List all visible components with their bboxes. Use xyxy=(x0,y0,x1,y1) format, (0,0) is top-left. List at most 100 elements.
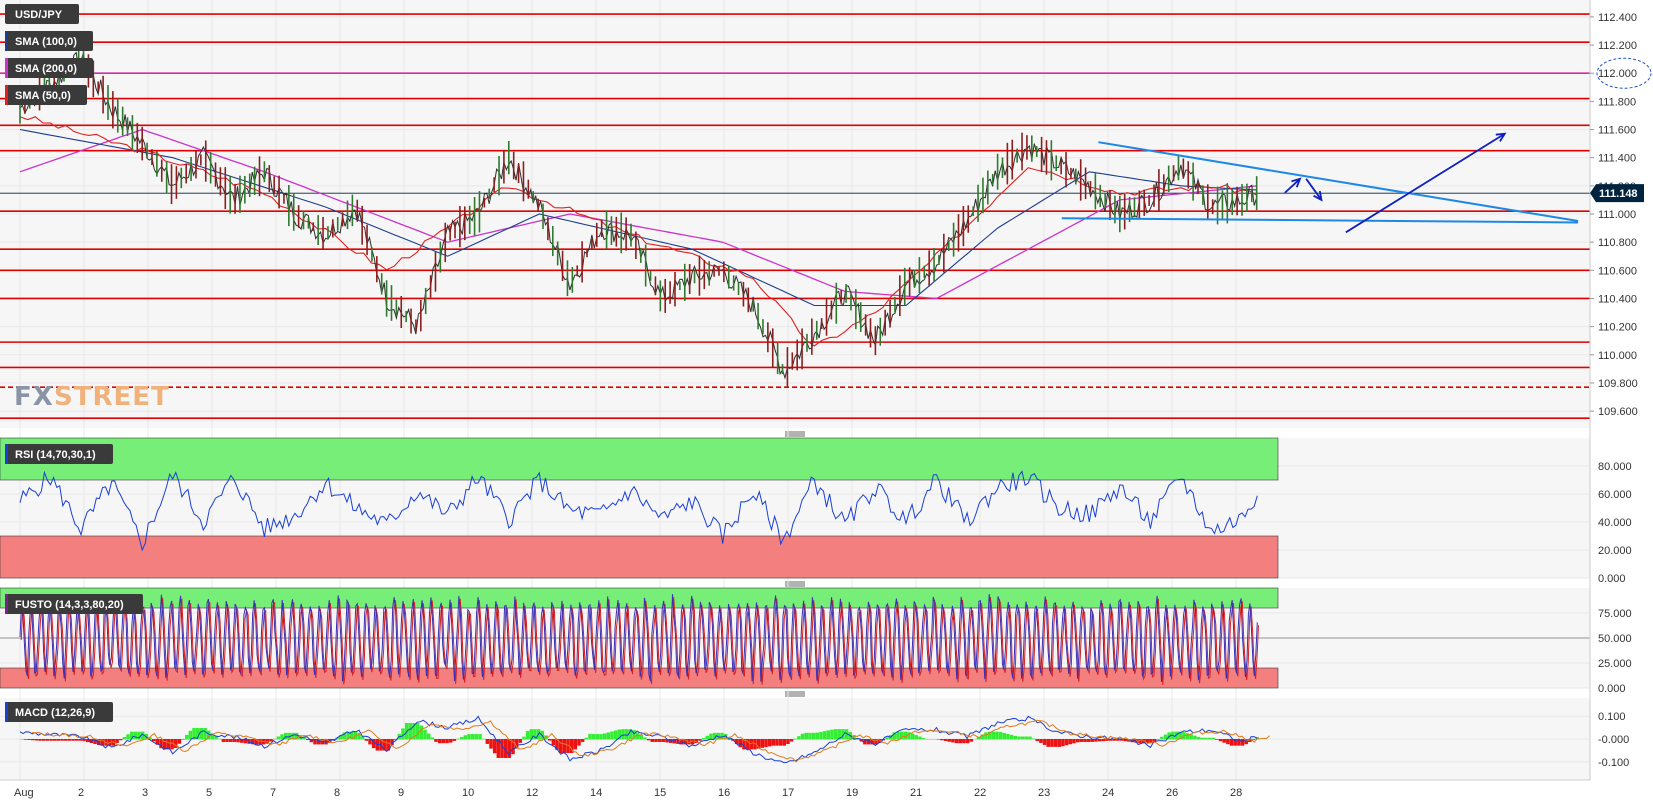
sma100-tag[interactable]: SMA (100,0) xyxy=(5,31,93,51)
rsi-tag[interactable]: RSI (14,70,30,1) xyxy=(5,444,113,464)
macd-histogram-bar xyxy=(811,732,816,740)
macd-histogram-bar xyxy=(841,729,845,740)
fusto-tag[interactable]: FUSTO (14,3,3,80,20) xyxy=(5,594,143,614)
price-tick-label: 112.200 xyxy=(1598,40,1637,52)
date-tick-label: 26 xyxy=(1166,787,1178,799)
price-series xyxy=(19,48,1258,388)
price-tick-label: 111.600 xyxy=(1598,125,1636,137)
macd-histogram-bar xyxy=(170,739,174,750)
macd-histogram-bar xyxy=(991,731,995,740)
macd-histogram-bar xyxy=(280,734,284,740)
macd-histogram-bar xyxy=(591,734,596,740)
macd-histogram-bar xyxy=(1218,739,1223,742)
macd-histogram-bar xyxy=(613,730,618,740)
watermark-fx: FX xyxy=(14,382,54,412)
macd-histogram-bar xyxy=(1112,739,1116,741)
macd-histogram-bar xyxy=(1248,739,1252,742)
macd-histogram-bar xyxy=(892,732,897,740)
macd-histogram-bar xyxy=(393,739,398,740)
price-tick-label: 109.600 xyxy=(1598,406,1638,418)
macd-histogram-bar xyxy=(426,733,431,740)
macd-histogram-bar xyxy=(782,739,787,746)
rsi-oversold-zone xyxy=(0,535,1279,579)
symbol-tag[interactable]: USD/JPY xyxy=(5,4,79,24)
macd-histogram-bar xyxy=(1233,739,1237,746)
macd-histogram-bar xyxy=(694,739,699,743)
macd-histogram-bar xyxy=(1240,739,1245,746)
trend-line xyxy=(1098,141,1579,223)
forecast-arrow-head xyxy=(1291,177,1302,188)
macd-histogram-bar xyxy=(115,739,119,743)
macd-histogram-bar xyxy=(305,739,310,740)
sma50-tag[interactable]: SMA (50,0) xyxy=(5,85,87,105)
macd-histogram-bar xyxy=(254,739,259,745)
macd-histogram-bar xyxy=(987,731,992,740)
macd-histogram-bar xyxy=(30,739,35,741)
macd-histogram-bar xyxy=(133,731,138,740)
macd-tag[interactable]: MACD (12,26,9) xyxy=(5,702,113,722)
macd-histogram-bar xyxy=(199,727,204,740)
macd-histogram-bar xyxy=(338,734,343,740)
macd-histogram-bar xyxy=(272,738,277,740)
macd-histogram-bar xyxy=(371,739,376,749)
macd-histogram-bar xyxy=(1193,735,1197,740)
macd-histogram-bar xyxy=(529,729,534,740)
macd-histogram-bar xyxy=(984,732,988,740)
macd-histogram-bar xyxy=(995,731,999,740)
macd-histogram-bar xyxy=(1185,733,1190,740)
macd-histogram-bar xyxy=(940,739,944,741)
macd-histogram-bar xyxy=(503,739,508,758)
date-tick-label: 17 xyxy=(782,787,794,799)
macd-histogram-bar xyxy=(478,734,482,740)
forecast-arrow xyxy=(1284,178,1301,194)
macd-histogram-bar xyxy=(45,739,50,741)
macd-histogram-bar xyxy=(595,734,600,740)
macd-histogram-bar xyxy=(368,739,372,745)
macd-histogram-bar xyxy=(1017,736,1021,740)
macd-histogram-bar xyxy=(492,739,497,754)
macd-signal-line xyxy=(32,719,1270,763)
date-tick-label: 2 xyxy=(78,787,84,799)
sma200-tag[interactable]: SMA (200,0) xyxy=(5,58,93,78)
macd-histogram-bar xyxy=(67,739,72,741)
macd-histogram-bar xyxy=(441,739,446,744)
price-tick-label: 110.000 xyxy=(1598,350,1637,362)
macd-histogram-bar xyxy=(236,739,240,743)
macd-histogram-bar xyxy=(569,739,574,754)
macd-histogram-bar xyxy=(624,729,629,740)
macd-histogram-bar xyxy=(1020,736,1025,740)
macd-histogram-bar xyxy=(20,739,24,740)
macd-histogram-bar xyxy=(734,739,739,745)
macd-histogram-bar xyxy=(833,729,838,740)
macd-histogram-bar xyxy=(958,739,962,744)
macd-histogram-bar xyxy=(980,734,984,740)
macd-histogram-bar xyxy=(767,739,772,747)
macd-histogram-bar xyxy=(52,739,57,741)
macd-histogram-bar xyxy=(518,739,523,743)
macd-histogram-bar xyxy=(412,723,416,740)
macd-histogram-bar xyxy=(192,727,196,740)
macd-histogram-bar xyxy=(863,739,867,745)
macd-histogram-bar xyxy=(1068,739,1072,745)
macd-histogram-bar xyxy=(914,735,919,740)
macd-histogram-bar xyxy=(965,739,970,744)
price-tick-label: 110.400 xyxy=(1598,293,1637,305)
macd-histogram-bar xyxy=(764,739,768,748)
macd-histogram-bar xyxy=(1211,737,1215,740)
macd-histogram-bar xyxy=(826,730,831,740)
macd-histogram-bar xyxy=(1079,739,1083,742)
price-line xyxy=(19,51,1258,380)
macd-histogram-bar xyxy=(1244,739,1248,745)
macd-histogram-bar xyxy=(709,733,713,740)
date-tick-label: 14 xyxy=(590,787,602,799)
macd-histogram-bar xyxy=(1013,735,1017,740)
macd-line xyxy=(19,715,1258,764)
macd-histogram-bar xyxy=(1215,739,1219,740)
macd-histogram-bar xyxy=(430,737,435,740)
macd-histogram-bar xyxy=(1116,739,1120,741)
macd-histogram-bar xyxy=(448,739,453,743)
macd-histogram-bar xyxy=(698,739,702,741)
macd-histogram-bar xyxy=(874,739,878,745)
price-tick-label: 110.600 xyxy=(1598,265,1637,277)
